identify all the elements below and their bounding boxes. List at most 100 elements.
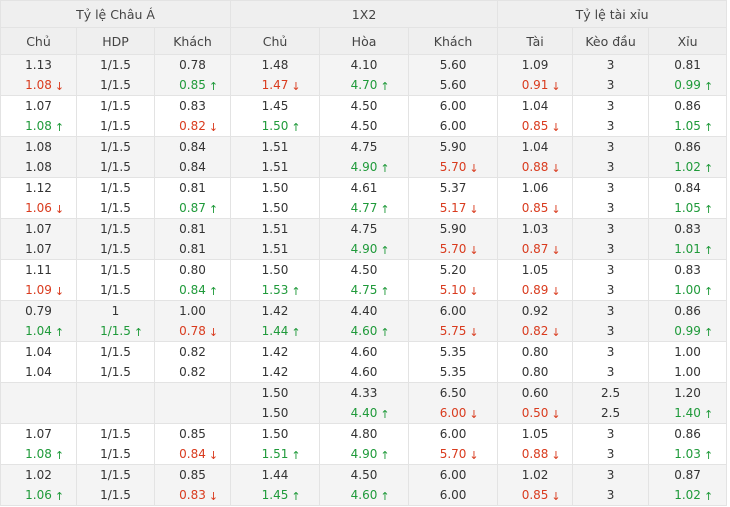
current-odds-line: 3 bbox=[573, 75, 648, 95]
odds-cell-under: 0.84 1.05 ↑ bbox=[648, 177, 728, 219]
current-odds-line: 0.89 ↓ bbox=[521, 283, 561, 298]
opening-odds: 1/1.5 bbox=[100, 99, 131, 113]
odds-cell-over: 1.06 0.85 ↓ bbox=[497, 177, 574, 219]
col-header-1x2-home: Chủ bbox=[230, 27, 321, 55]
odds-cell-1x2-away: 5.90 5.70 ↓ bbox=[408, 218, 499, 260]
odds-cell-asian-hdp: 1/1.5 1/1.5 bbox=[76, 423, 155, 465]
current-odds: 0.87 bbox=[521, 242, 549, 256]
opening-odds: 0.85 bbox=[179, 468, 206, 482]
current-odds: 1.08 bbox=[25, 78, 52, 92]
current-odds-line: 0.87 ↑ bbox=[179, 201, 219, 216]
current-odds: 1/1.5 bbox=[100, 488, 131, 502]
opening-odds: 0.83 bbox=[674, 263, 701, 277]
odds-cell-line: 2.5 2.5 bbox=[572, 382, 650, 424]
current-odds: 5.75 bbox=[439, 324, 467, 338]
current-odds-line: 1.42 bbox=[231, 362, 319, 382]
col-header-1x2-away: Khách bbox=[408, 27, 499, 55]
odds-cell-1x2-away: 6.00 6.00 bbox=[408, 95, 499, 137]
current-odds: 4.60 bbox=[350, 365, 378, 379]
current-odds-line: 0.78 ↓ bbox=[179, 324, 219, 339]
opening-odds: 0.60 bbox=[521, 386, 549, 400]
odds-cell-1x2-away: 5.20 5.10 ↓ bbox=[408, 259, 499, 301]
odds-cell-1x2-away: 5.35 5.35 bbox=[408, 341, 499, 383]
current-odds: 0.99 bbox=[674, 324, 701, 338]
odds-cell-1x2-home: 1.42 1.44 ↑ bbox=[230, 300, 321, 342]
table-row: 1.07 1.08 ↑ 1/1.5 1/1.5 0.83 0.82 ↓ 1.45 1.50 ↑ 4.5… bbox=[0, 95, 728, 137]
opening-odds bbox=[1, 383, 76, 403]
odds-cell-asian-hdp: 1/1.5 1/1.5 bbox=[76, 218, 155, 260]
odds-cell-asian-away bbox=[153, 382, 232, 424]
current-odds-line: 1/1.5 bbox=[77, 280, 154, 300]
opening-odds: 1.12 bbox=[25, 181, 52, 195]
current-odds-line: 1.51 bbox=[231, 157, 319, 177]
odds-cell-1x2-draw: 4.10 4.70 ↑ bbox=[319, 54, 410, 96]
current-odds: 1.51 bbox=[261, 242, 289, 256]
odds-cell-under: 1.00 1.00 bbox=[648, 341, 728, 383]
current-odds-line: 0.84 bbox=[155, 157, 230, 177]
current-odds-line: 0.88 ↓ bbox=[521, 160, 561, 175]
current-odds: 1.00 bbox=[674, 365, 701, 379]
current-odds: 1/1.5 bbox=[100, 201, 131, 215]
current-odds-line: 0.85 ↓ bbox=[521, 119, 561, 134]
opening-odds: 5.60 bbox=[439, 58, 467, 72]
current-odds: 1/1.5 bbox=[100, 242, 131, 256]
current-odds-line: 1/1.5 bbox=[77, 75, 154, 95]
opening-odds: 1.50 bbox=[261, 263, 289, 277]
table-row: 1.08 1.08 1/1.5 1/1.5 0.84 0.84 1.51 1.51 4.75 4.… bbox=[0, 136, 728, 178]
opening-odds: 1.07 bbox=[25, 222, 52, 236]
opening-odds: 1.50 bbox=[261, 181, 289, 195]
opening-odds: 3 bbox=[606, 99, 615, 113]
col-header-1x2-draw: Hòa bbox=[319, 27, 410, 55]
odds-cell-asian-hdp: 1/1.5 1/1.5 bbox=[76, 464, 155, 506]
current-odds-line: 0.99 ↑ bbox=[674, 324, 714, 339]
opening-odds: 0.86 bbox=[674, 99, 701, 113]
opening-odds: 1.20 bbox=[674, 386, 701, 400]
odds-cell-asian-home: 1.07 1.07 bbox=[0, 218, 77, 260]
current-odds: 4.90 bbox=[350, 242, 378, 256]
current-odds-line: 4.50 bbox=[320, 116, 408, 136]
current-odds-line: 1/1.5 bbox=[77, 239, 154, 259]
odds-cell-over: 1.03 0.87 ↓ bbox=[497, 218, 574, 260]
current-odds-line: 1.08 bbox=[1, 157, 76, 177]
current-odds: 1.44 bbox=[261, 324, 289, 338]
odds-cell-over: 1.02 0.85 ↓ bbox=[497, 464, 574, 506]
current-odds: 6.00 bbox=[439, 119, 467, 133]
opening-odds: 1/1.5 bbox=[100, 263, 131, 277]
opening-odds: 0.84 bbox=[674, 181, 701, 195]
opening-odds: 1.07 bbox=[25, 427, 52, 441]
current-odds-line: 1.01 ↑ bbox=[674, 242, 714, 257]
odds-cell-1x2-away: 6.00 5.75 ↓ bbox=[408, 300, 499, 342]
current-odds-line: 1/1.5 bbox=[77, 362, 154, 382]
current-odds: 1/1.5 bbox=[100, 365, 131, 379]
current-odds-line: 1.04 ↑ bbox=[25, 324, 65, 339]
odds-cell-under: 0.86 1.02 ↑ bbox=[648, 136, 728, 178]
opening-odds: 1.45 bbox=[261, 99, 289, 113]
opening-odds: 2.5 bbox=[601, 386, 621, 400]
current-odds: 1.03 bbox=[674, 447, 701, 461]
opening-odds: 0.78 bbox=[179, 58, 206, 72]
current-odds-line: 1.51 ↑ bbox=[261, 447, 301, 462]
current-odds: 0.99 bbox=[674, 78, 701, 92]
current-odds-line: 5.70 ↓ bbox=[439, 242, 479, 257]
current-odds-line: 3 bbox=[573, 444, 648, 464]
odds-cell-1x2-draw: 4.50 4.75 ↑ bbox=[319, 259, 410, 301]
current-odds-line: 1.07 bbox=[1, 239, 76, 259]
group-header-row: Tỷ lệ Châu Á 1X2 Tỷ lệ tài xỉu bbox=[0, 0, 728, 28]
current-odds: 1.01 bbox=[674, 242, 701, 256]
odds-cell-asian-away: 0.82 0.82 bbox=[153, 341, 232, 383]
current-odds-line: 1.05 ↑ bbox=[674, 119, 714, 134]
opening-odds: 3 bbox=[606, 140, 615, 154]
odds-cell-asian-hdp: 1/1.5 1/1.5 bbox=[76, 136, 155, 178]
opening-odds: 3 bbox=[606, 304, 615, 318]
current-odds: 1.51 bbox=[261, 160, 289, 174]
current-odds: 4.50 bbox=[350, 119, 378, 133]
opening-odds: 4.80 bbox=[350, 427, 378, 441]
odds-cell-1x2-draw: 4.80 4.90 ↑ bbox=[319, 423, 410, 465]
odds-cell-under: 0.81 0.99 ↑ bbox=[648, 54, 728, 96]
current-odds: 4.90 bbox=[350, 447, 378, 461]
odds-cell-1x2-draw: 4.50 4.60 ↑ bbox=[319, 464, 410, 506]
opening-odds: 5.90 bbox=[439, 140, 467, 154]
opening-odds: 5.20 bbox=[439, 263, 467, 277]
